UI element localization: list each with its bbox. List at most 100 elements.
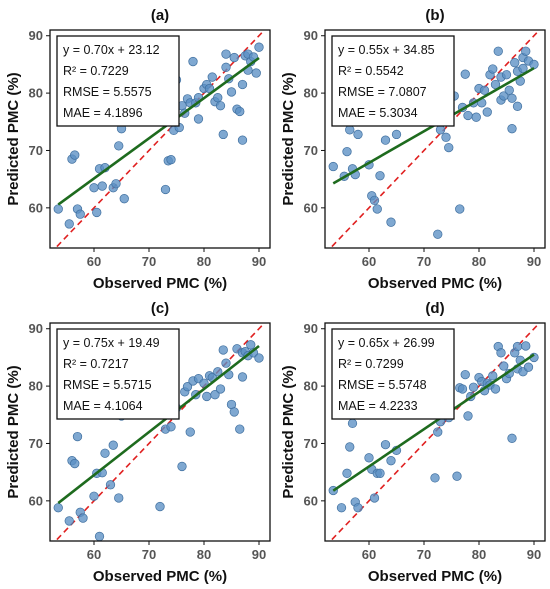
- data-point: [457, 384, 468, 394]
- data-point: [188, 56, 198, 67]
- stats-box: [56, 35, 180, 127]
- data-point: [488, 371, 498, 381]
- y-tick-label: 80: [29, 379, 43, 394]
- y-tick-label: 60: [29, 493, 43, 508]
- x-tick-label: 60: [362, 547, 376, 562]
- y-axis-title: Predicted PMC (%): [5, 72, 22, 205]
- y-tick-label: 60: [304, 493, 318, 508]
- stat-line: RMSE = 7.0807: [338, 85, 427, 99]
- data-point: [237, 79, 248, 90]
- stat-line: MAE = 4.1896: [63, 106, 143, 120]
- stat-line: R² = 0.7217: [63, 357, 129, 371]
- data-point: [70, 150, 80, 160]
- stat-line: R² = 0.5542: [338, 64, 404, 78]
- x-tick-label: 60: [87, 547, 101, 562]
- stats-box: [56, 328, 180, 420]
- data-point: [455, 204, 465, 214]
- data-point: [380, 135, 391, 145]
- data-point: [166, 422, 176, 432]
- panel-label: (c): [151, 300, 169, 317]
- stat-line: MAE = 4.1064: [63, 399, 143, 413]
- data-point: [72, 431, 83, 442]
- identity-line: [54, 323, 266, 541]
- data-point: [89, 183, 99, 193]
- data-point: [114, 141, 124, 151]
- data-point: [499, 361, 509, 371]
- stat-line: RMSE = 5.5575: [63, 85, 152, 99]
- data-point: [97, 181, 107, 191]
- data-point: [433, 229, 443, 239]
- x-tick-label: 80: [472, 547, 486, 562]
- data-point: [463, 110, 473, 121]
- data-point: [105, 480, 116, 490]
- x-axis-title: Observed PMC (%): [368, 568, 502, 585]
- x-tick-label: 60: [362, 254, 376, 269]
- data-point: [89, 491, 99, 501]
- data-point: [75, 209, 85, 219]
- data-point: [213, 367, 223, 377]
- data-point: [501, 70, 512, 80]
- x-tick-label: 90: [527, 254, 541, 269]
- y-axis-title: Predicted PMC (%): [280, 365, 297, 498]
- data-point: [353, 503, 363, 513]
- data-point: [114, 493, 124, 503]
- data-point: [482, 107, 492, 117]
- panel-label: (b): [425, 7, 444, 24]
- data-point: [372, 204, 382, 214]
- data-point: [507, 433, 517, 443]
- data-point: [336, 503, 347, 513]
- data-point: [460, 69, 470, 79]
- data-point: [78, 513, 88, 523]
- data-point: [386, 217, 396, 227]
- data-point: [237, 135, 248, 145]
- data-point: [108, 440, 118, 450]
- data-point: [246, 340, 256, 350]
- stat-line: y = 0.70x + 23.12: [63, 43, 160, 57]
- y-tick-label: 90: [29, 321, 43, 336]
- data-point: [468, 382, 479, 392]
- data-point: [229, 52, 239, 63]
- data-point: [433, 427, 443, 437]
- regression-line: [332, 353, 535, 492]
- data-point: [210, 390, 220, 400]
- data-point: [221, 358, 231, 368]
- plot-frame: [324, 322, 546, 542]
- x-tick-label: 80: [197, 547, 211, 562]
- x-axis-title: Observed PMC (%): [93, 275, 227, 292]
- data-point: [479, 85, 490, 95]
- data-point: [471, 112, 481, 122]
- y-tick-label: 80: [304, 86, 318, 101]
- identity-line: [329, 30, 541, 248]
- data-point: [251, 68, 261, 78]
- stats-box: [331, 35, 455, 127]
- x-tick-label: 60: [87, 254, 101, 269]
- data-point: [521, 341, 531, 351]
- x-tick-label: 80: [197, 254, 211, 269]
- data-point: [523, 362, 534, 372]
- plot-frame: [324, 29, 546, 249]
- x-tick-label: 70: [142, 254, 156, 269]
- stat-line: y = 0.65x + 26.99: [338, 336, 435, 350]
- panel-a: (a) 60 70 80 90 60 70 80 90 Observed PMC (%) Predi…: [5, 7, 271, 292]
- data-point: [342, 468, 352, 478]
- data-point: [430, 473, 440, 483]
- stat-line: MAE = 4.2233: [338, 399, 418, 413]
- y-tick-label: 80: [29, 86, 43, 101]
- panel-label: (a): [151, 7, 169, 24]
- data-point: [380, 439, 391, 450]
- data-point: [328, 161, 338, 172]
- data-point: [460, 369, 470, 380]
- plot-frame: [49, 29, 271, 249]
- y-tick-label: 90: [304, 321, 318, 336]
- data-point: [111, 179, 121, 189]
- data-point: [207, 72, 217, 82]
- x-axis-title: Observed PMC (%): [368, 275, 502, 292]
- data-point: [218, 129, 228, 140]
- y-tick-label: 80: [304, 379, 318, 394]
- data-point: [166, 155, 176, 165]
- stat-line: RMSE = 5.5715: [63, 378, 152, 392]
- data-point: [235, 424, 245, 434]
- x-tick-label: 70: [417, 254, 431, 269]
- data-point: [229, 407, 239, 417]
- data-point: [92, 207, 102, 218]
